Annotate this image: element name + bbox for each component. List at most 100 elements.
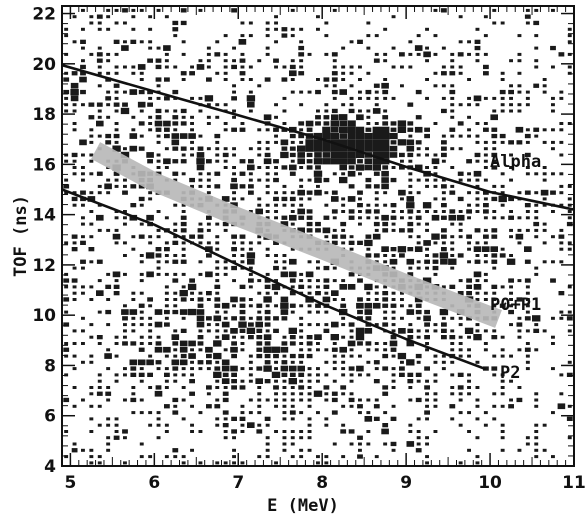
scatter-point xyxy=(189,234,195,239)
scatter-point xyxy=(316,373,320,377)
scatter-point xyxy=(72,15,77,19)
scatter-point xyxy=(331,410,338,415)
scatter-point xyxy=(230,183,238,190)
scatter-point xyxy=(448,214,457,221)
scatter-point xyxy=(97,423,102,427)
scatter-point xyxy=(223,59,228,63)
scatter-point xyxy=(215,260,220,264)
scatter-point xyxy=(173,379,178,383)
scatter-point xyxy=(232,197,236,201)
scatter-point xyxy=(163,346,171,353)
scatter-point xyxy=(112,145,121,152)
scatter-point xyxy=(89,15,94,19)
scatter-point xyxy=(63,89,70,95)
scatter-point xyxy=(366,430,371,433)
scatter-point xyxy=(179,359,188,366)
scatter-point xyxy=(381,151,390,159)
scatter-point xyxy=(222,221,229,227)
scatter-point xyxy=(391,323,396,327)
scatter-point xyxy=(80,240,86,245)
scatter-point xyxy=(349,65,354,69)
scatter-point xyxy=(322,152,331,158)
scatter-point xyxy=(164,65,169,69)
scatter-point xyxy=(173,298,178,301)
scatter-point xyxy=(123,65,127,69)
scatter-point xyxy=(390,347,397,352)
scatter-point xyxy=(509,103,513,107)
scatter-point xyxy=(240,335,245,339)
scatter-point xyxy=(131,8,136,12)
scatter-point xyxy=(366,71,371,75)
scatter-point xyxy=(173,455,178,459)
scatter-point xyxy=(256,316,263,321)
scatter-point xyxy=(206,215,212,220)
scatter-point xyxy=(106,386,111,389)
scatter-point xyxy=(474,39,481,44)
scatter-point xyxy=(491,366,498,371)
scatter-point xyxy=(89,52,94,56)
scatter-point xyxy=(298,215,305,220)
scatter-point xyxy=(106,272,111,276)
scatter-point xyxy=(566,416,573,421)
scatter-point xyxy=(257,178,262,182)
scatter-point xyxy=(106,348,111,352)
scatter-point xyxy=(366,46,371,50)
scatter-point xyxy=(483,122,488,125)
scatter-point xyxy=(280,346,289,353)
scatter-point xyxy=(357,190,363,195)
scatter-point xyxy=(123,216,127,220)
scatter-point xyxy=(289,258,297,265)
scatter-point xyxy=(416,34,421,38)
scatter-point xyxy=(214,184,221,189)
scatter-point xyxy=(508,278,514,283)
scatter-point xyxy=(516,322,523,327)
scatter-point xyxy=(265,191,270,195)
scatter-point xyxy=(64,96,69,100)
scatter-point xyxy=(381,183,389,190)
scatter-point xyxy=(332,96,337,100)
scatter-point xyxy=(517,316,522,320)
scatter-point xyxy=(458,279,463,283)
scatter-point xyxy=(383,316,388,320)
scatter-point xyxy=(559,153,564,157)
scatter-point xyxy=(239,416,246,421)
scatter-point xyxy=(148,386,153,389)
scatter-point xyxy=(131,291,136,295)
scatter-point xyxy=(424,259,430,264)
scatter-point xyxy=(383,96,388,100)
scatter-point xyxy=(365,253,372,258)
scatter-point xyxy=(315,291,321,296)
scatter-point xyxy=(415,215,422,220)
scatter-point xyxy=(247,164,255,171)
scatter-point xyxy=(534,423,539,427)
scatter-point xyxy=(265,128,270,132)
scatter-point xyxy=(364,239,373,247)
scatter-point xyxy=(206,115,211,119)
scatter-point xyxy=(366,298,371,301)
scatter-point xyxy=(566,372,573,377)
scatter-point xyxy=(441,285,446,289)
scatter-point xyxy=(89,153,94,157)
scatter-point xyxy=(567,285,572,289)
scatter-point xyxy=(374,348,379,352)
scatter-point xyxy=(297,365,305,372)
scatter-point xyxy=(156,140,161,144)
scatter-point xyxy=(567,436,572,440)
scatter-point xyxy=(156,153,161,157)
scatter-point xyxy=(373,171,380,176)
scatter-point xyxy=(357,454,363,459)
scatter-point xyxy=(306,152,313,158)
scatter-point xyxy=(230,296,238,303)
scatter-point xyxy=(198,329,203,333)
scatter-point xyxy=(114,65,119,69)
scatter-point xyxy=(265,436,270,440)
scatter-point xyxy=(534,442,539,446)
scatter-point xyxy=(206,316,212,321)
scatter-point xyxy=(306,335,313,340)
scatter-point xyxy=(408,159,413,163)
scatter-point xyxy=(155,115,162,120)
scatter-point xyxy=(123,184,127,188)
scatter-point xyxy=(81,46,85,50)
scatter-point xyxy=(324,348,329,352)
scatter-point xyxy=(331,114,339,121)
